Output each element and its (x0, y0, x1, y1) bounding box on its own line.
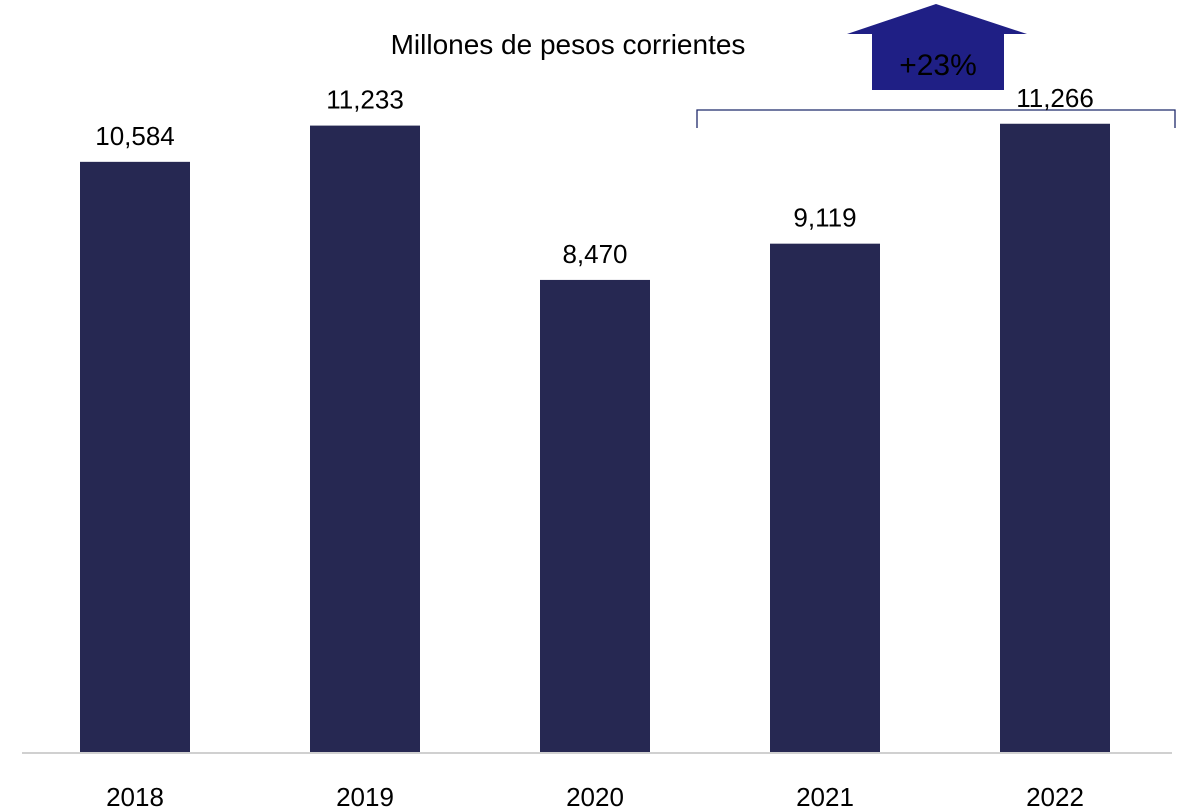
x-tick-label-2020: 2020 (566, 782, 624, 809)
data-label-2020: 8,470 (562, 239, 627, 269)
growth-annotation: +23% (696, 4, 1176, 128)
growth-bracket (696, 109, 1176, 128)
data-label-2019: 11,233 (326, 85, 404, 115)
x-tick-label-2019: 2019 (336, 782, 394, 809)
bar-2018 (80, 161, 190, 754)
bar-2020 (540, 279, 650, 753)
x-tick-label-2021: 2021 (796, 782, 854, 809)
bar-2021 (770, 243, 880, 754)
x-axis-tick-labels: 2018 2019 2020 2021 2022 (106, 782, 1084, 809)
data-label-2022: 11,266 (1016, 83, 1094, 113)
bars-group: 10,584 11,233 8,470 9,119 11,266 (80, 83, 1110, 754)
data-label-2021: 9,119 (793, 203, 856, 233)
chart-title: Millones de pesos corrientes (391, 29, 746, 60)
data-label-2018: 10,584 (95, 121, 175, 151)
x-tick-label-2022: 2022 (1026, 782, 1084, 809)
bar-2022 (1000, 123, 1110, 753)
up-arrow-icon (847, 4, 1027, 90)
bar-2019 (310, 125, 420, 754)
growth-annotation-label: +23% (899, 49, 977, 82)
x-tick-label-2018: 2018 (106, 782, 164, 809)
